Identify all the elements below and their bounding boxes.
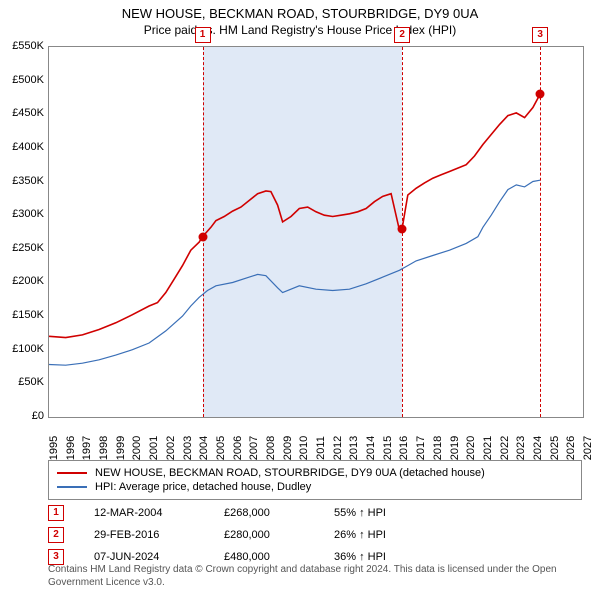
x-tick-label: 2002 xyxy=(165,436,177,460)
legend-swatch xyxy=(57,486,87,488)
legend-item: NEW HOUSE, BECKMAN ROAD, STOURBRIDGE, DY… xyxy=(57,466,573,480)
legend-label: NEW HOUSE, BECKMAN ROAD, STOURBRIDGE, DY… xyxy=(95,467,485,479)
y-tick-label: £200K xyxy=(2,275,44,287)
x-tick-label: 2010 xyxy=(298,436,310,460)
x-tick-label: 2015 xyxy=(382,436,394,460)
sales-row: 1 12-MAR-2004 £268,000 55% ↑ HPI xyxy=(48,502,386,524)
x-tick-label: 2012 xyxy=(332,436,344,460)
legend-item: HPI: Average price, detached house, Dudl… xyxy=(57,480,573,494)
x-tick-label: 2008 xyxy=(265,436,277,460)
sales-date: 29-FEB-2016 xyxy=(94,529,194,541)
x-tick-label: 2001 xyxy=(148,436,160,460)
y-tick-label: £150K xyxy=(2,309,44,321)
x-tick-label: 2019 xyxy=(449,436,461,460)
x-tick-label: 2000 xyxy=(131,436,143,460)
sales-pct: 36% ↑ HPI xyxy=(334,551,386,563)
x-tick-label: 1996 xyxy=(65,436,77,460)
x-tick-label: 1998 xyxy=(98,436,110,460)
x-tick-label: 2025 xyxy=(549,436,561,460)
y-tick-label: £250K xyxy=(2,242,44,254)
sales-row: 2 29-FEB-2016 £280,000 26% ↑ HPI xyxy=(48,524,386,546)
y-tick-label: £50K xyxy=(2,376,44,388)
x-tick-label: 2004 xyxy=(198,436,210,460)
y-tick-label: £300K xyxy=(2,208,44,220)
sales-pct: 26% ↑ HPI xyxy=(334,529,386,541)
x-tick-label: 1999 xyxy=(115,436,127,460)
legend-swatch xyxy=(57,472,87,474)
sales-table: 1 12-MAR-2004 £268,000 55% ↑ HPI 2 29-FEB-201… xyxy=(48,502,386,568)
x-tick-label: 2020 xyxy=(465,436,477,460)
footer-attribution: Contains HM Land Registry data © Crown c… xyxy=(48,564,600,589)
callout-marker: 1 xyxy=(195,27,211,43)
sales-marker: 3 xyxy=(48,549,64,565)
legend-label: HPI: Average price, detached house, Dudl… xyxy=(95,481,311,493)
y-tick-label: £400K xyxy=(2,141,44,153)
x-tick-label: 2021 xyxy=(482,436,494,460)
x-tick-label: 2011 xyxy=(315,436,327,460)
callout-marker: 3 xyxy=(532,27,548,43)
x-tick-label: 2026 xyxy=(565,436,577,460)
x-tick-label: 2024 xyxy=(532,436,544,460)
x-tick-label: 2022 xyxy=(499,436,511,460)
callout-marker: 2 xyxy=(394,27,410,43)
chart-area: 123 xyxy=(48,46,584,418)
chart-svg xyxy=(49,47,583,417)
series-red xyxy=(49,94,540,338)
sales-pct: 55% ↑ HPI xyxy=(334,507,386,519)
y-tick-label: £550K xyxy=(2,40,44,52)
x-tick-label: 1997 xyxy=(81,436,93,460)
x-tick-label: 2023 xyxy=(515,436,527,460)
sales-marker: 1 xyxy=(48,505,64,521)
x-tick-label: 2003 xyxy=(182,436,194,460)
y-tick-label: £350K xyxy=(2,175,44,187)
x-tick-label: 2018 xyxy=(432,436,444,460)
sales-date: 07-JUN-2024 xyxy=(94,551,194,563)
sale-dot xyxy=(536,90,545,99)
x-tick-label: 2009 xyxy=(282,436,294,460)
y-tick-label: £0 xyxy=(2,410,44,422)
chart-title: NEW HOUSE, BECKMAN ROAD, STOURBRIDGE, DY… xyxy=(0,0,600,21)
x-tick-label: 2006 xyxy=(232,436,244,460)
x-tick-label: 2005 xyxy=(215,436,227,460)
sales-price: £280,000 xyxy=(224,529,304,541)
sale-dot xyxy=(198,232,207,241)
chart-subtitle: Price paid vs. HM Land Registry's House … xyxy=(0,21,600,37)
x-tick-label: 2016 xyxy=(398,436,410,460)
x-tick-label: 1995 xyxy=(48,436,60,460)
y-tick-label: £100K xyxy=(2,343,44,355)
y-tick-label: £500K xyxy=(2,74,44,86)
sales-price: £480,000 xyxy=(224,551,304,563)
x-tick-label: 2017 xyxy=(415,436,427,460)
x-tick-label: 2014 xyxy=(365,436,377,460)
x-tick-label: 2013 xyxy=(348,436,360,460)
sales-marker: 2 xyxy=(48,527,64,543)
series-blue xyxy=(49,180,540,365)
legend: NEW HOUSE, BECKMAN ROAD, STOURBRIDGE, DY… xyxy=(48,460,582,500)
sales-price: £268,000 xyxy=(224,507,304,519)
sale-dot xyxy=(398,224,407,233)
y-tick-label: £450K xyxy=(2,107,44,119)
x-tick-label: 2007 xyxy=(248,436,260,460)
sales-date: 12-MAR-2004 xyxy=(94,507,194,519)
x-tick-label: 2027 xyxy=(582,436,594,460)
